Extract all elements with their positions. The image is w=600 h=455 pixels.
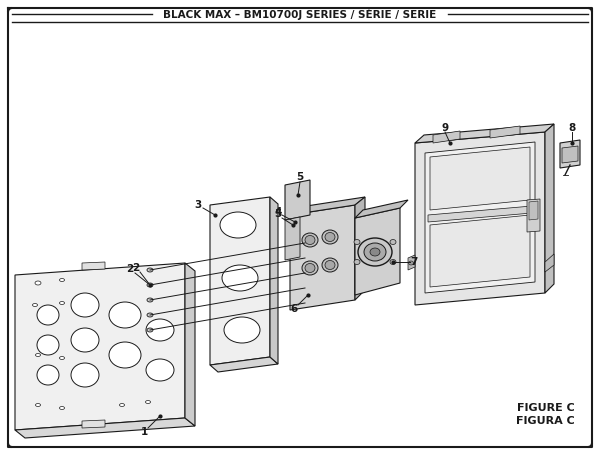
Ellipse shape bbox=[146, 359, 174, 381]
Polygon shape bbox=[15, 418, 195, 438]
Ellipse shape bbox=[305, 263, 315, 273]
Ellipse shape bbox=[390, 259, 396, 264]
Ellipse shape bbox=[37, 335, 59, 355]
Ellipse shape bbox=[109, 302, 141, 328]
Ellipse shape bbox=[390, 239, 396, 244]
Polygon shape bbox=[425, 142, 535, 293]
Polygon shape bbox=[428, 206, 532, 222]
Polygon shape bbox=[270, 197, 278, 364]
Text: 3: 3 bbox=[194, 200, 202, 210]
Ellipse shape bbox=[146, 400, 151, 404]
Polygon shape bbox=[15, 263, 185, 430]
Polygon shape bbox=[560, 140, 580, 168]
Text: BLACK MAX – BM10700J SERIES / SÉRIE / SERIE: BLACK MAX – BM10700J SERIES / SÉRIE / SE… bbox=[163, 8, 437, 20]
Polygon shape bbox=[290, 197, 365, 215]
Text: 6: 6 bbox=[290, 304, 298, 314]
Ellipse shape bbox=[322, 258, 338, 272]
Polygon shape bbox=[529, 201, 538, 220]
Polygon shape bbox=[415, 132, 545, 305]
Polygon shape bbox=[355, 208, 400, 295]
Text: FIGURA C: FIGURA C bbox=[516, 416, 575, 426]
Polygon shape bbox=[430, 215, 530, 287]
Ellipse shape bbox=[35, 404, 41, 406]
Ellipse shape bbox=[71, 363, 99, 387]
Ellipse shape bbox=[147, 283, 153, 287]
Ellipse shape bbox=[224, 317, 260, 343]
Ellipse shape bbox=[354, 259, 360, 264]
Polygon shape bbox=[185, 263, 195, 426]
Ellipse shape bbox=[409, 261, 413, 265]
Text: 5: 5 bbox=[296, 172, 304, 182]
Text: 7: 7 bbox=[410, 257, 418, 267]
Ellipse shape bbox=[32, 303, 37, 307]
Ellipse shape bbox=[364, 243, 386, 261]
Polygon shape bbox=[210, 197, 270, 365]
Polygon shape bbox=[408, 255, 415, 270]
Ellipse shape bbox=[147, 313, 153, 317]
Ellipse shape bbox=[325, 233, 335, 242]
Ellipse shape bbox=[220, 212, 256, 238]
Ellipse shape bbox=[147, 328, 153, 332]
Ellipse shape bbox=[370, 248, 380, 256]
Ellipse shape bbox=[59, 357, 65, 359]
Ellipse shape bbox=[37, 365, 59, 385]
Text: 1: 1 bbox=[140, 427, 148, 437]
Ellipse shape bbox=[147, 268, 153, 272]
Polygon shape bbox=[355, 197, 365, 300]
Text: 4: 4 bbox=[274, 207, 281, 217]
Polygon shape bbox=[355, 200, 408, 218]
Text: 9: 9 bbox=[442, 123, 449, 133]
Polygon shape bbox=[285, 180, 310, 220]
Ellipse shape bbox=[37, 305, 59, 325]
Polygon shape bbox=[415, 124, 554, 143]
Ellipse shape bbox=[35, 281, 41, 285]
Ellipse shape bbox=[305, 236, 315, 244]
Ellipse shape bbox=[302, 261, 318, 275]
Ellipse shape bbox=[302, 233, 318, 247]
Ellipse shape bbox=[325, 261, 335, 269]
Ellipse shape bbox=[109, 342, 141, 368]
Polygon shape bbox=[433, 131, 460, 143]
Ellipse shape bbox=[354, 239, 360, 244]
Ellipse shape bbox=[35, 354, 41, 357]
Ellipse shape bbox=[222, 265, 258, 291]
Ellipse shape bbox=[119, 404, 125, 406]
Polygon shape bbox=[545, 254, 554, 272]
Text: 2: 2 bbox=[127, 264, 134, 274]
Polygon shape bbox=[82, 420, 105, 428]
Ellipse shape bbox=[146, 319, 174, 341]
Ellipse shape bbox=[59, 406, 65, 410]
Ellipse shape bbox=[322, 230, 338, 244]
Polygon shape bbox=[210, 357, 278, 372]
Ellipse shape bbox=[71, 293, 99, 317]
Polygon shape bbox=[562, 146, 578, 163]
Text: 2: 2 bbox=[133, 263, 140, 273]
Polygon shape bbox=[527, 199, 540, 232]
Polygon shape bbox=[290, 205, 355, 310]
Polygon shape bbox=[285, 217, 300, 260]
Text: 8: 8 bbox=[568, 123, 575, 133]
Polygon shape bbox=[490, 126, 520, 138]
Ellipse shape bbox=[71, 328, 99, 352]
Polygon shape bbox=[82, 262, 105, 270]
Text: 5: 5 bbox=[274, 209, 281, 219]
Ellipse shape bbox=[59, 278, 65, 282]
Text: FIGURE C: FIGURE C bbox=[517, 403, 575, 413]
Polygon shape bbox=[430, 147, 530, 210]
Ellipse shape bbox=[59, 302, 65, 304]
Polygon shape bbox=[545, 124, 554, 293]
Ellipse shape bbox=[147, 298, 153, 302]
Ellipse shape bbox=[358, 238, 392, 266]
